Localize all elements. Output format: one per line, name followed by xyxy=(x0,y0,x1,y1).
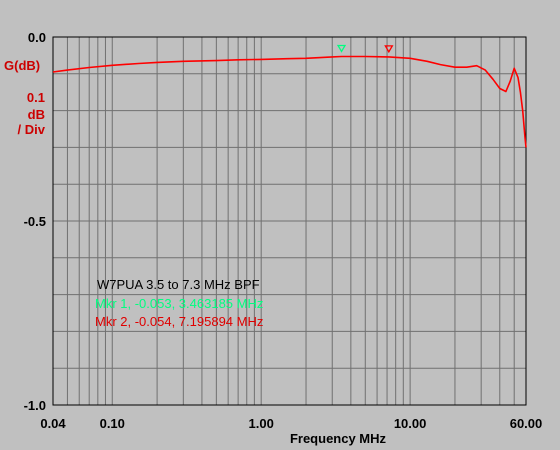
y-axis-label: G(dB) xyxy=(4,58,40,73)
series-line xyxy=(52,55,527,148)
marker-1-readout: Mkr 1, -0.053, 3.463185 MHz xyxy=(95,296,263,311)
marker-1-icon xyxy=(336,44,347,53)
scale-line-3: / Div xyxy=(18,122,46,137)
scale-line-1: 0.1 xyxy=(27,90,45,105)
marker-2-readout: Mkr 2, -0.054, 7.195894 MHz xyxy=(95,314,263,329)
x-tick-label: 60.00 xyxy=(510,416,543,431)
y-tick-label: -0.5 xyxy=(24,214,46,229)
grid xyxy=(53,37,526,405)
x-tick-label: 0.10 xyxy=(100,416,125,431)
scale-line-2: dB xyxy=(28,107,45,122)
marker-2-icon xyxy=(384,45,394,54)
x-tick-label: 1.00 xyxy=(249,416,274,431)
marker-layer xyxy=(336,44,394,54)
plot-frame xyxy=(52,36,527,406)
plot-border xyxy=(52,36,527,406)
x-tick-labels: 0.04 0.10 1.00 10.00 60.00 xyxy=(40,416,542,431)
y-tick-label: 0.0 xyxy=(28,30,46,45)
y-tick-label: -1.0 xyxy=(24,398,46,413)
x-tick-label: 0.04 xyxy=(40,416,66,431)
x-axis-label: Frequency MHz xyxy=(290,431,387,446)
x-tick-label: 10.00 xyxy=(394,416,427,431)
chart-title: W7PUA 3.5 to 7.3 MHz BPF xyxy=(97,277,260,292)
series-layer xyxy=(52,55,527,148)
y-tick-labels: 0.0 -0.5 -1.0 xyxy=(24,30,46,413)
